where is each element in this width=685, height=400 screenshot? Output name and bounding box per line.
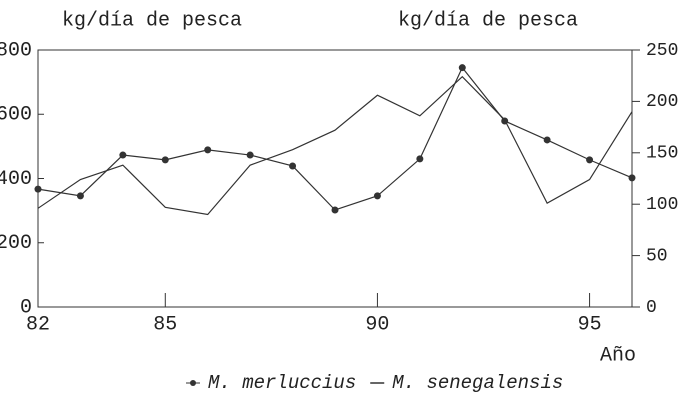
y-tick-label: 800 — [0, 39, 32, 62]
y2-tick-label: 100 — [646, 195, 678, 215]
y2-axis-label: kg/día de pesca — [398, 9, 578, 32]
y-tick-label: 0 — [20, 296, 32, 319]
data-point — [331, 206, 339, 214]
y-tick-label: 200 — [0, 232, 32, 255]
legend-label: M. senegalensis — [392, 372, 563, 394]
x-axis-label: Año — [600, 344, 636, 367]
data-point — [373, 192, 381, 200]
data-point — [161, 156, 169, 164]
data-point — [416, 155, 424, 163]
series-line — [37, 66, 633, 211]
x-tick-label: 82 — [26, 313, 50, 336]
x-tick-label: 90 — [365, 313, 389, 336]
legend-swatch — [190, 380, 196, 386]
y-axis-label: kg/día de pesca — [62, 9, 242, 32]
data-point — [246, 151, 254, 159]
y-tick-label: 600 — [0, 104, 32, 127]
y2-tick-label: 200 — [646, 92, 678, 112]
data-point — [543, 136, 551, 144]
data-point — [76, 192, 84, 200]
data-point — [119, 151, 127, 159]
y2-tick-label: 150 — [646, 144, 678, 164]
y2-tick-label: 250 — [646, 41, 678, 61]
legend-label: M. merluccius — [208, 372, 356, 394]
x-tick-label: 95 — [578, 313, 602, 336]
y-tick-label: 400 — [0, 168, 32, 191]
series-line — [37, 75, 633, 216]
y2-tick-label: 0 — [646, 298, 657, 318]
x-tick-label: 85 — [153, 313, 177, 336]
legend-item: M. merluccius — [186, 372, 356, 394]
data-point — [34, 185, 42, 193]
data-point — [458, 64, 466, 72]
data-point — [586, 156, 594, 164]
plot-frame — [37, 49, 633, 308]
data-point — [289, 162, 297, 170]
y2-tick-label: 50 — [646, 246, 668, 266]
data-point — [628, 174, 636, 182]
data-point — [204, 146, 212, 154]
legend-item: M. senegalensis — [370, 372, 563, 394]
